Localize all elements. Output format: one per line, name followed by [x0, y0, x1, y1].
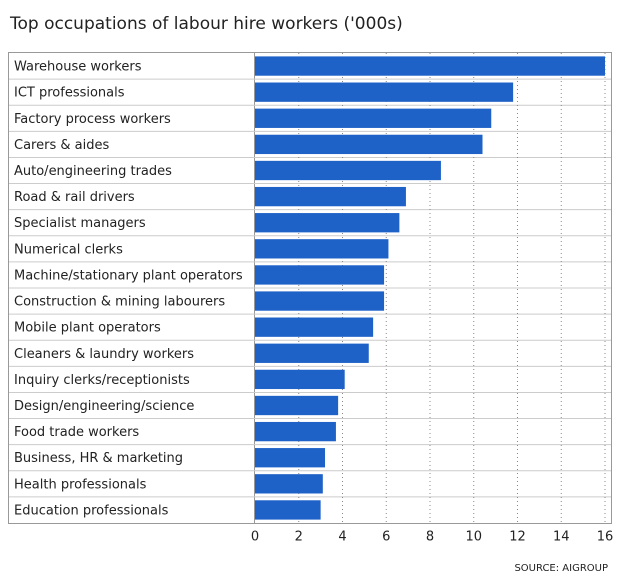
- bar: [255, 186, 406, 207]
- x-tick-label: 6: [382, 530, 390, 545]
- bar: [255, 134, 483, 155]
- bar: [255, 291, 385, 311]
- source-note: SOURCE: AIGROUP: [514, 563, 608, 574]
- bar: [255, 160, 441, 181]
- y-tick-label: Numerical clerks: [14, 242, 123, 257]
- y-tick-label: Design/engineering/science: [14, 399, 194, 414]
- bar: [255, 395, 339, 416]
- bar: [255, 108, 492, 128]
- y-tick-label: Warehouse workers: [14, 60, 142, 75]
- bar: [255, 474, 323, 494]
- y-tick-label: Factory process workers: [14, 112, 171, 127]
- bar: [255, 239, 389, 259]
- x-tick-label: 2: [295, 530, 303, 545]
- x-tick-label: 10: [465, 530, 482, 545]
- x-tick-label: 4: [338, 530, 346, 545]
- bar: [255, 317, 374, 337]
- y-tick-label: Mobile plant operators: [14, 321, 161, 336]
- y-tick-label: Auto/engineering trades: [14, 164, 172, 179]
- bar: [255, 82, 514, 102]
- y-tick-label: Food trade workers: [14, 425, 139, 440]
- y-tick-label: Health professionals: [14, 477, 147, 492]
- y-tick-label: Education professionals: [14, 503, 169, 518]
- bar: [255, 448, 325, 468]
- x-tick-label: 12: [509, 530, 526, 545]
- y-tick-label: Cleaners & laundry workers: [14, 347, 194, 362]
- chart-frame: [8, 52, 612, 524]
- y-tick-label: Construction & mining labourers: [14, 295, 225, 310]
- y-tick-label: Carers & aides: [14, 138, 109, 153]
- y-tick-label: Machine/stationary plant operators: [14, 268, 243, 283]
- x-tick-label: 0: [251, 530, 259, 545]
- y-tick-label: Road & rail drivers: [14, 190, 135, 205]
- y-tick-label: Inquiry clerks/receptionists: [14, 373, 190, 388]
- bar: [255, 265, 385, 285]
- y-tick-label: ICT professionals: [14, 86, 125, 101]
- bar: [255, 369, 345, 390]
- y-tick-label: Specialist managers: [14, 216, 146, 231]
- bar: [255, 500, 321, 520]
- bar: [255, 421, 336, 442]
- x-tick-label: 8: [426, 530, 434, 545]
- y-tick-label: Business, HR & marketing: [14, 451, 183, 466]
- x-tick-label: 16: [597, 530, 614, 545]
- x-tick-label: 14: [553, 530, 570, 545]
- chart-title: Top occupations of labour hire workers (…: [9, 14, 403, 34]
- bar: [255, 343, 369, 363]
- bar: [255, 213, 400, 233]
- bar: [255, 56, 605, 76]
